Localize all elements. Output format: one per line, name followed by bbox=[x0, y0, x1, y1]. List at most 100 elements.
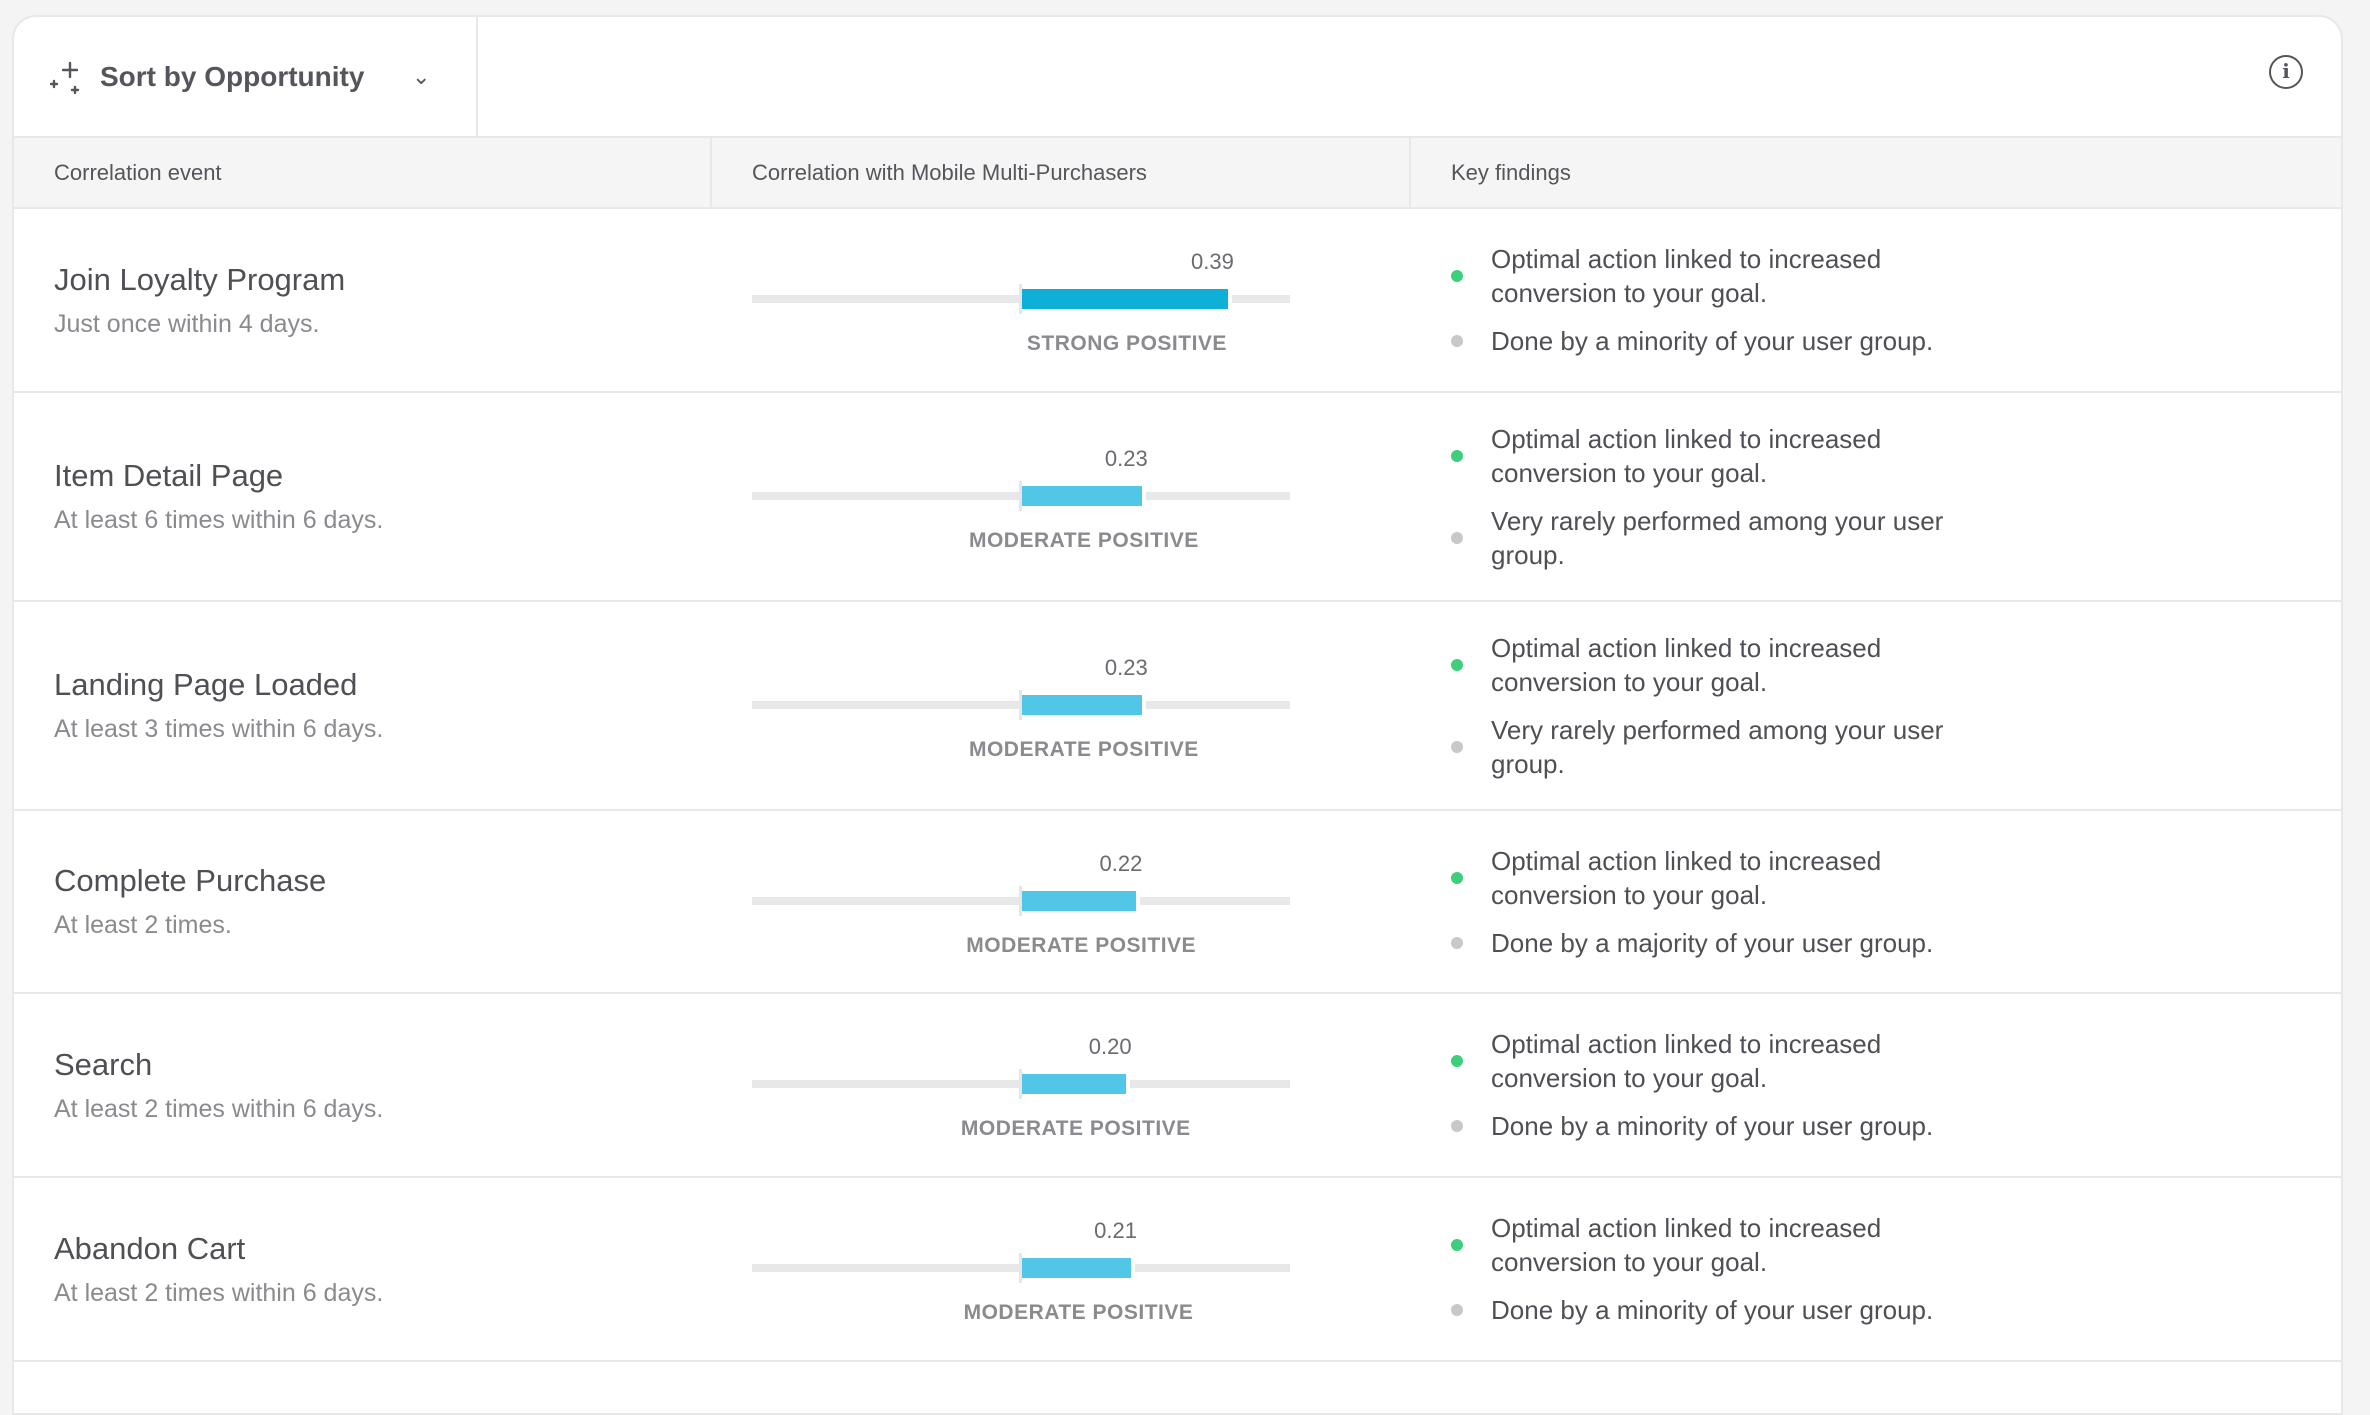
table-row[interactable]: Search At least 2 times within 6 days. 0… bbox=[14, 994, 2341, 1178]
table-row[interactable]: Join Loyalty Program Just once within 4 … bbox=[14, 209, 2341, 393]
finding-item: Very rarely performed among your user gr… bbox=[1451, 504, 2011, 572]
correlation-bar bbox=[1022, 890, 1141, 911]
neutral-dot-icon bbox=[1451, 1120, 1463, 1132]
table-row[interactable]: Item Detail Page At least 6 times within… bbox=[14, 393, 2341, 602]
finding-text: Very rarely performed among your user gr… bbox=[1491, 714, 1944, 779]
positive-dot-icon bbox=[1451, 270, 1463, 282]
correlation-value: 0.23 bbox=[1104, 445, 1148, 471]
correlation-value: 0.21 bbox=[1094, 1218, 1137, 1243]
zero-axis bbox=[1019, 885, 1022, 916]
event-cell: Item Detail Page At least 6 times within… bbox=[14, 393, 712, 600]
correlation-bar bbox=[1022, 1258, 1135, 1278]
table-row[interactable]: Landing Page Loaded At least 3 times wit… bbox=[14, 602, 2341, 811]
finding-text: Optimal action linked to increased conve… bbox=[1491, 423, 1882, 488]
header-findings: Key findings bbox=[1451, 159, 1571, 185]
finding-text: Optimal action linked to increased conve… bbox=[1491, 1029, 1882, 1093]
correlation-cell: 0.21 MODERATE POSITIVE bbox=[712, 1178, 1411, 1360]
finding-text: Done by a minority of your user group. bbox=[1491, 1295, 1934, 1325]
info-icon[interactable]: i bbox=[2269, 55, 2303, 89]
positive-dot-icon bbox=[1451, 658, 1463, 671]
table-row[interactable]: Complete Purchase At least 2 times. 0.22… bbox=[14, 811, 2341, 994]
table-row[interactable] bbox=[14, 1362, 2341, 1413]
correlation-bar bbox=[1022, 289, 1232, 309]
event-name: Complete Purchase bbox=[54, 863, 327, 898]
neutral-dot-icon bbox=[1451, 531, 1463, 544]
finding-text: Optimal action linked to increased conve… bbox=[1491, 845, 1882, 910]
sort-dropdown[interactable]: Sort by Opportunity ⌄ bbox=[14, 17, 478, 136]
finding-item: Done by a minority of your user group. bbox=[1451, 324, 2011, 358]
positive-dot-icon bbox=[1451, 871, 1463, 884]
finding-text: Optimal action linked to increased conve… bbox=[1491, 1213, 1882, 1277]
correlation-strength: MODERATE POSITIVE bbox=[968, 528, 1199, 552]
correlation-strength: MODERATE POSITIVE bbox=[966, 933, 1197, 957]
finding-item: Done by a majority of your user group. bbox=[1451, 926, 2011, 960]
header-event: Correlation event bbox=[14, 138, 712, 207]
correlation-value: 0.22 bbox=[1099, 850, 1143, 876]
positive-dot-icon bbox=[1451, 1055, 1463, 1067]
correlation-strength: STRONG POSITIVE bbox=[1026, 332, 1227, 355]
event-frequency: At least 3 times within 6 days. bbox=[54, 715, 384, 743]
event-name: Landing Page Loaded bbox=[54, 667, 358, 702]
toolbar: Sort by Opportunity ⌄ i bbox=[14, 17, 2341, 138]
table-body: Join Loyalty Program Just once within 4 … bbox=[14, 209, 2341, 1413]
neutral-dot-icon bbox=[1451, 936, 1463, 949]
findings-cell: Optimal action linked to increased conve… bbox=[1411, 209, 2341, 391]
correlation-strength: MODERATE POSITIVE bbox=[968, 737, 1199, 761]
event-cell: Landing Page Loaded At least 3 times wit… bbox=[14, 602, 712, 809]
correlation-bar bbox=[1022, 694, 1146, 715]
event-frequency: At least 2 times within 6 days. bbox=[54, 1278, 384, 1307]
findings-cell: Optimal action linked to increased conve… bbox=[1411, 602, 2341, 809]
event-frequency: At least 6 times within 6 days. bbox=[54, 506, 384, 534]
finding-text: Optimal action linked to increased conve… bbox=[1491, 632, 1882, 697]
findings-cell: Optimal action linked to increased conve… bbox=[1411, 1178, 2341, 1360]
finding-text: Optimal action linked to increased conve… bbox=[1491, 244, 1882, 308]
positive-dot-icon bbox=[1451, 449, 1463, 462]
table-row[interactable]: Abandon Cart At least 2 times within 6 d… bbox=[14, 1178, 2341, 1362]
correlation-cell: 0.22 MODERATE POSITIVE bbox=[712, 811, 1411, 992]
event-name: Join Loyalty Program bbox=[54, 261, 346, 297]
event-frequency: At least 2 times within 6 days. bbox=[54, 1094, 384, 1123]
sparkle-icon bbox=[49, 61, 80, 94]
findings-cell: Optimal action linked to increased conve… bbox=[1411, 994, 2341, 1176]
finding-item: Done by a minority of your user group. bbox=[1451, 1293, 2011, 1327]
event-name: Search bbox=[54, 1046, 153, 1082]
zero-axis bbox=[1019, 284, 1022, 314]
correlation-bar bbox=[1022, 485, 1146, 506]
zero-axis bbox=[1019, 1253, 1022, 1283]
findings-cell: Optimal action linked to increased conve… bbox=[1411, 811, 2341, 992]
zero-axis bbox=[1019, 480, 1022, 511]
correlation-value: 0.23 bbox=[1104, 654, 1148, 680]
correlation-value: 0.20 bbox=[1088, 1034, 1132, 1059]
neutral-dot-icon bbox=[1451, 335, 1463, 347]
correlation-strength: MODERATE POSITIVE bbox=[963, 1301, 1194, 1324]
finding-text: Done by a minority of your user group. bbox=[1491, 1111, 1934, 1141]
table-header: Correlation event Correlation with Mobil… bbox=[14, 138, 2341, 209]
chevron-down-icon: ⌄ bbox=[412, 63, 431, 89]
finding-text: Done by a majority of your user group. bbox=[1491, 927, 1934, 958]
correlation-cell: 0.39 STRONG POSITIVE bbox=[712, 209, 1411, 391]
correlation-bar bbox=[1022, 1074, 1130, 1094]
correlation-cell: 0.23 MODERATE POSITIVE bbox=[712, 602, 1411, 809]
finding-item: Optimal action linked to increased conve… bbox=[1451, 844, 2011, 912]
event-name: Abandon Cart bbox=[54, 1230, 246, 1266]
finding-item: Optimal action linked to increased conve… bbox=[1451, 242, 2011, 310]
event-frequency: At least 2 times. bbox=[54, 911, 232, 939]
event-cell: Abandon Cart At least 2 times within 6 d… bbox=[14, 1178, 712, 1360]
correlation-card: Sort by Opportunity ⌄ i Correlation even… bbox=[12, 15, 2343, 1415]
event-cell: Join Loyalty Program Just once within 4 … bbox=[14, 209, 712, 391]
zero-axis bbox=[1019, 689, 1022, 720]
findings-cell: Optimal action linked to increased conve… bbox=[1411, 393, 2341, 600]
correlation-strength: MODERATE POSITIVE bbox=[960, 1117, 1191, 1140]
sort-label: Sort by Opportunity bbox=[100, 60, 365, 92]
event-cell: Complete Purchase At least 2 times. bbox=[14, 811, 712, 992]
correlation-cell: 0.20 MODERATE POSITIVE bbox=[712, 994, 1411, 1176]
finding-item: Optimal action linked to increased conve… bbox=[1451, 631, 2011, 699]
neutral-dot-icon bbox=[1451, 740, 1463, 753]
finding-text: Done by a minority of your user group. bbox=[1491, 326, 1934, 356]
finding-item: Optimal action linked to increased conve… bbox=[1451, 422, 2011, 490]
finding-item: Done by a minority of your user group. bbox=[1451, 1109, 2011, 1143]
finding-item: Very rarely performed among your user gr… bbox=[1451, 713, 2011, 781]
finding-text: Very rarely performed among your user gr… bbox=[1491, 505, 1944, 570]
correlation-cell: 0.23 MODERATE POSITIVE bbox=[712, 393, 1411, 600]
header-correlation: Correlation with Mobile Multi-Purchasers bbox=[712, 138, 1411, 207]
